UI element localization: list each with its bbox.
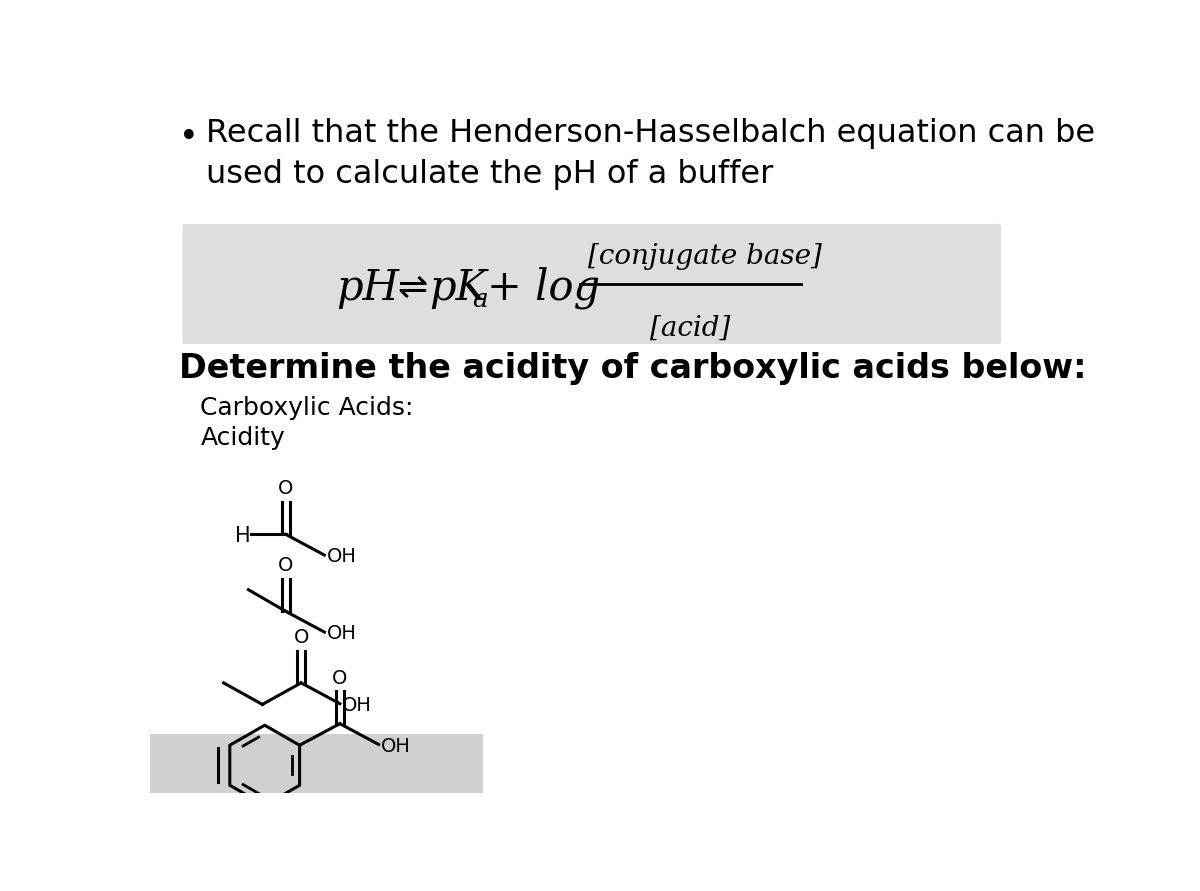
Text: •: •: [180, 121, 199, 154]
Text: pH: pH: [336, 267, 398, 309]
Text: [acid]: [acid]: [650, 315, 731, 342]
Text: O: O: [278, 556, 293, 575]
Text: Acidity: Acidity: [200, 427, 286, 451]
Text: Determine the acidity of carboxylic acids below:: Determine the acidity of carboxylic acid…: [180, 352, 1087, 385]
FancyBboxPatch shape: [182, 224, 1001, 344]
Text: Recall that the Henderson-Hasselbalch equation can be: Recall that the Henderson-Hasselbalch eq…: [206, 119, 1094, 150]
FancyBboxPatch shape: [150, 734, 484, 793]
Text: O: O: [294, 627, 308, 647]
Text: OH: OH: [326, 624, 356, 643]
Text: Carboxylic Acids:: Carboxylic Acids:: [200, 396, 414, 420]
Text: OH: OH: [342, 696, 372, 715]
Text: H: H: [235, 526, 251, 546]
Text: [conjugate base]: [conjugate base]: [588, 243, 822, 270]
Text: OH: OH: [326, 547, 356, 566]
Text: + log: + log: [487, 266, 600, 309]
Text: O: O: [332, 668, 348, 688]
Text: OH: OH: [380, 737, 410, 756]
Text: $\rightleftharpoons$: $\rightleftharpoons$: [390, 271, 427, 305]
Text: a: a: [472, 287, 487, 312]
Text: O: O: [278, 479, 293, 498]
Text: pK: pK: [430, 267, 487, 309]
Text: used to calculate the pH of a buffer: used to calculate the pH of a buffer: [206, 159, 773, 191]
